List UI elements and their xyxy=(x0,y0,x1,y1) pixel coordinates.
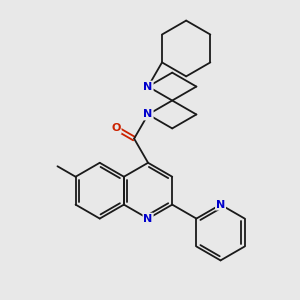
Text: O: O xyxy=(111,123,121,133)
Text: N: N xyxy=(143,110,153,119)
Text: N: N xyxy=(143,214,153,224)
Text: N: N xyxy=(216,200,225,210)
Text: N: N xyxy=(143,82,153,92)
